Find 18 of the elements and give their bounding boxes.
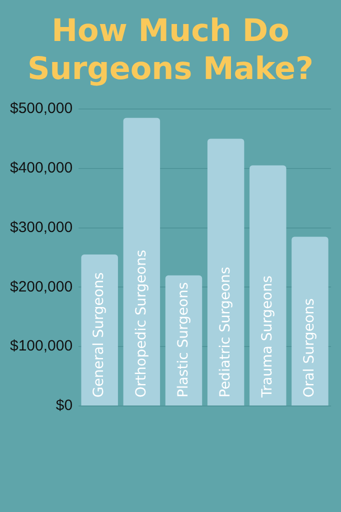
y-tick-label: $500,000 (10, 100, 73, 118)
bar (292, 236, 328, 406)
x-tick-label: Oral Surgeons (302, 298, 318, 398)
x-tick-label: General Surgeons (91, 272, 108, 398)
x-tick-label: Pediatric Surgeons (217, 266, 234, 398)
x-tick-label: Plastic Surgeons (175, 282, 192, 398)
y-tick-label: $400,000 (10, 160, 73, 177)
x-tick-label: Trauma Surgeons (260, 276, 276, 398)
y-tick-label: $300,000 (10, 218, 73, 236)
bar (250, 165, 286, 406)
bar (123, 118, 160, 406)
chart-title: How Much Do Surgeons Make? (26, 12, 315, 89)
y-tick-label: $200,000 (10, 278, 73, 296)
x-tick-label: Orthopedic Surgeons (133, 250, 150, 398)
bar (207, 138, 244, 406)
bar (81, 254, 118, 406)
y-tick-label: $100,000 (10, 338, 73, 355)
y-tick-label: $0 (56, 397, 73, 414)
